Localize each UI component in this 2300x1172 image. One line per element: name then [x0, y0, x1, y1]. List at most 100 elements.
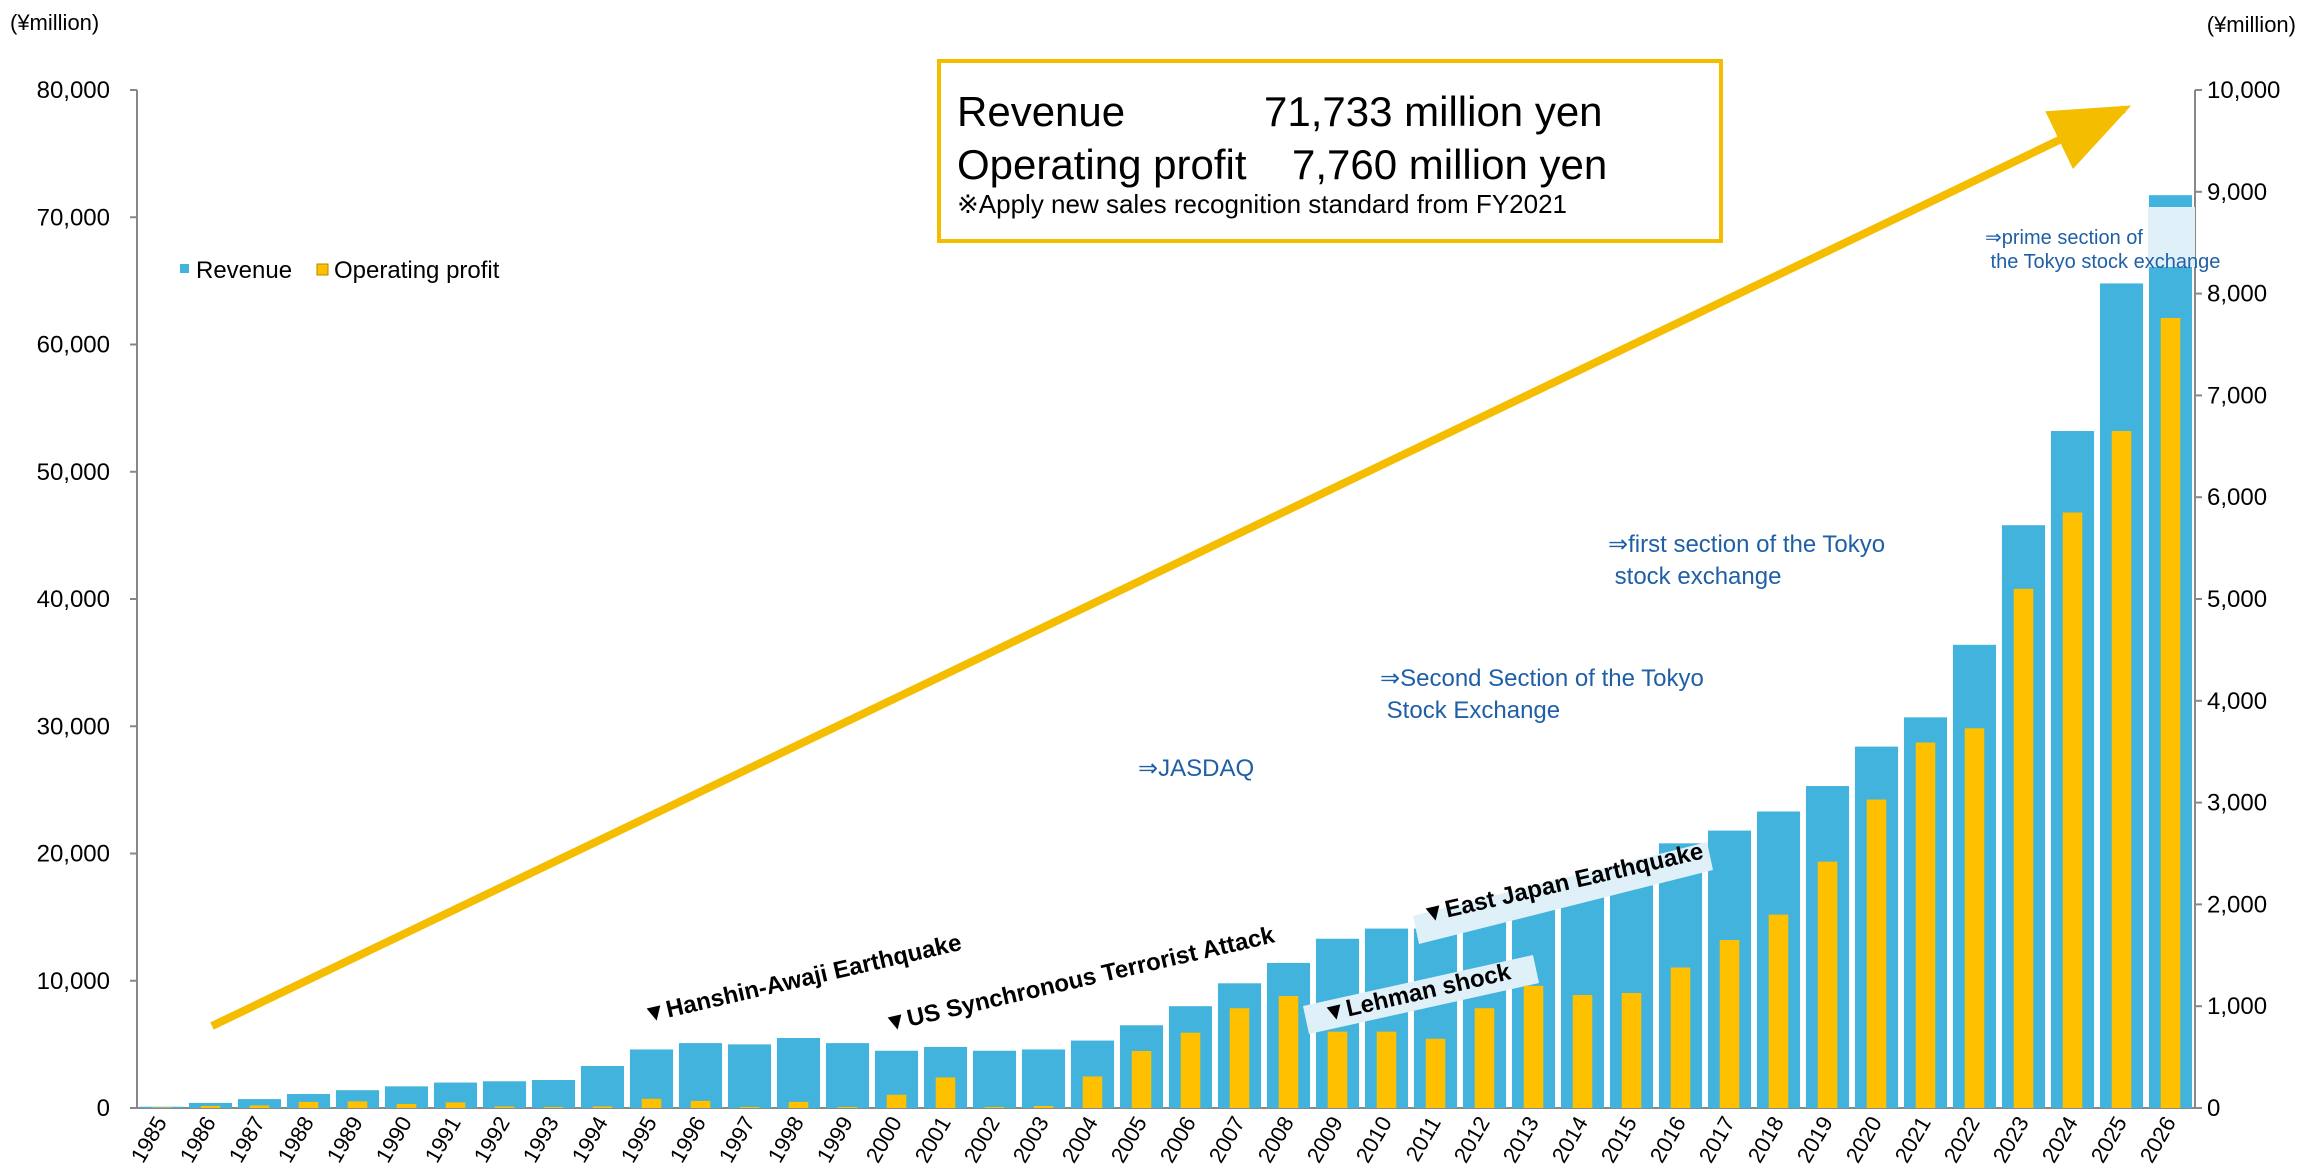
operating-profit-bar — [788, 1101, 809, 1108]
x-tick-label: 2009 — [1302, 1112, 1348, 1167]
left-axis-unit: (¥million) — [10, 10, 99, 35]
annotation-first-section-line2: stock exchange — [1608, 563, 1781, 590]
x-tick-label: 2004 — [1057, 1112, 1103, 1167]
left-tick-label: 10,000 — [37, 968, 110, 995]
legend-revenue-label: Revenue — [196, 257, 292, 284]
x-tick-label: 1988 — [273, 1112, 319, 1167]
revenue-bar — [1021, 1049, 1066, 1108]
x-tick-label: 2018 — [1743, 1112, 1789, 1167]
legend-profit-label: Operating profit — [334, 257, 500, 284]
x-tick-label: 1992 — [469, 1112, 515, 1167]
operating-profit-bar — [445, 1102, 466, 1108]
x-tick-label: 1990 — [371, 1112, 417, 1167]
x-tick-label: 2013 — [1498, 1112, 1544, 1167]
annotation-first-section-line1: ⇒first section of the Tokyo — [1608, 531, 1885, 558]
summary-profit-value: 7,760 million yen — [1292, 141, 1607, 188]
x-tick-label: 2025 — [2086, 1112, 2132, 1167]
annotation-second-section-line1: ⇒Second Section of the Tokyo — [1380, 665, 1704, 692]
x-tick-label: 1998 — [763, 1112, 809, 1167]
right-tick-label: 2,000 — [2207, 891, 2267, 918]
operating-profit-bar — [1523, 985, 1544, 1108]
left-tick-label: 70,000 — [37, 204, 110, 231]
annotation-second-section-line2: Stock Exchange — [1380, 697, 1560, 724]
operating-profit-bar — [739, 1106, 760, 1108]
revenue-bar — [531, 1080, 576, 1108]
operating-profit-bar — [641, 1098, 662, 1108]
operating-profit-bar — [298, 1101, 319, 1108]
revenue-bar — [335, 1090, 380, 1108]
x-tick-label: 1987 — [224, 1112, 270, 1167]
operating-profit-bar — [1376, 1031, 1397, 1108]
left-tick-label: 60,000 — [37, 332, 110, 359]
x-tick-label: 2023 — [1988, 1112, 2034, 1167]
revenue-bar — [139, 1106, 184, 1108]
operating-profit-bar — [1915, 742, 1936, 1108]
revenue-bar — [384, 1086, 429, 1108]
x-tick-label: 2002 — [959, 1112, 1005, 1167]
operating-profit-bar — [1866, 799, 1887, 1108]
right-tick-label: 5,000 — [2207, 586, 2267, 613]
annotation-prime-line2: the Tokyo stock exchange — [1985, 251, 2220, 273]
x-tick-label: 1995 — [616, 1112, 662, 1167]
right-axis-unit: (¥million) — [2207, 12, 2296, 37]
revenue-bar — [188, 1102, 233, 1108]
operating-profit-bar — [1278, 996, 1299, 1108]
revenue-bar — [482, 1081, 527, 1108]
right-tick-label: 4,000 — [2207, 688, 2267, 715]
right-tick-label: 6,000 — [2207, 484, 2267, 511]
x-tick-label: 1989 — [322, 1112, 368, 1167]
right-tick-label: 8,000 — [2207, 281, 2267, 308]
revenue-bar — [580, 1066, 625, 1108]
x-tick-label: 2026 — [2135, 1112, 2181, 1167]
summary-box-frame — [937, 59, 1723, 243]
operating-profit-bar — [1572, 995, 1593, 1108]
x-tick-label: 2022 — [1939, 1112, 1985, 1167]
operating-profit-bar — [690, 1100, 711, 1108]
operating-profit-bar — [1621, 992, 1642, 1108]
operating-profit-bar — [2160, 318, 2181, 1109]
x-tick-label: 1993 — [518, 1112, 564, 1167]
annotation-prime-line1: ⇒prime section of — [1985, 227, 2143, 249]
x-tick-label: 2001 — [910, 1112, 956, 1167]
revenue-bar — [825, 1043, 870, 1108]
revenue-bar — [629, 1049, 674, 1108]
revenue-bar — [678, 1043, 723, 1108]
x-tick-label: 1986 — [175, 1112, 221, 1167]
legend: Revenue Operating profit — [180, 257, 500, 284]
legend-profit-swatch — [316, 263, 329, 276]
growth-trend-arrow — [210, 105, 2132, 1030]
x-tick-label: 2024 — [2037, 1112, 2083, 1167]
left-tick-label: 30,000 — [37, 713, 110, 740]
operating-profit-bar — [2013, 588, 2034, 1108]
summary-profit-label: Operating profit — [957, 141, 1247, 188]
right-axis-ticks: 0 1,000 2,000 3,000 4,000 5,000 6,000 7,000 8,00… — [2195, 77, 2280, 1122]
x-tick-label: 2012 — [1449, 1112, 1495, 1167]
x-tick-label: 2014 — [1547, 1112, 1593, 1167]
x-tick-label: 1985 — [126, 1112, 172, 1167]
operating-profit-bar — [886, 1094, 907, 1108]
x-tick-label: 1997 — [714, 1112, 760, 1167]
operating-profit-bar — [1033, 1105, 1054, 1108]
operating-profit-bar — [592, 1106, 613, 1108]
x-axis-ticks: 1985 1986 1987 1988 1989 1990 1991 1992 1993 1994… — [126, 1112, 2181, 1167]
x-tick-label: 2016 — [1645, 1112, 1691, 1167]
x-tick-label: 2006 — [1155, 1112, 1201, 1167]
operating-profit-bar — [837, 1106, 858, 1108]
legend-revenue-swatch — [180, 264, 189, 273]
operating-profit-bar — [1327, 1031, 1348, 1108]
operating-profit-bar — [200, 1105, 221, 1108]
x-tick-label: 2021 — [1890, 1112, 1936, 1167]
x-tick-label: 2010 — [1351, 1112, 1397, 1167]
operating-profit-bar — [1425, 1038, 1446, 1108]
left-tick-label: 40,000 — [37, 586, 110, 613]
operating-profit-bar — [151, 1107, 172, 1108]
operating-profit-bar — [396, 1103, 417, 1108]
operating-profit-bar — [1082, 1076, 1103, 1108]
x-tick-label: 2020 — [1841, 1112, 1887, 1167]
x-tick-label: 1994 — [567, 1112, 613, 1167]
summary-box: Revenue 71,733 million yen Operating pro… — [937, 59, 1723, 243]
right-tick-label: 1,000 — [2207, 993, 2267, 1020]
x-tick-label: 2000 — [861, 1112, 907, 1167]
x-tick-label: 1996 — [665, 1112, 711, 1167]
